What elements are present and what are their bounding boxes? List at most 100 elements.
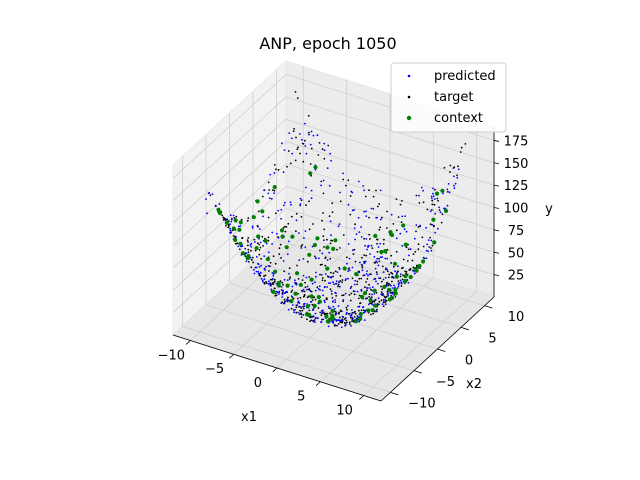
- predicted-point: [286, 253, 289, 256]
- predicted-point: [262, 215, 264, 218]
- target-point: [437, 199, 439, 202]
- predicted-point: [337, 305, 340, 308]
- target-point: [314, 298, 317, 301]
- predicted-point: [342, 316, 345, 318]
- predicted-point: [323, 239, 325, 242]
- gridline-x1: [190, 66, 304, 341]
- predicted-point: [283, 149, 286, 152]
- target-point: [223, 217, 226, 220]
- target-point: [323, 312, 326, 315]
- predicted-point: [357, 216, 360, 219]
- y-tick-mark: [493, 162, 500, 165]
- y-tick-label: 50: [508, 246, 525, 261]
- target-point: [309, 320, 311, 323]
- target-point: [267, 236, 270, 239]
- context-point: [272, 185, 277, 190]
- target-point: [352, 253, 355, 256]
- predicted-point: [400, 273, 402, 276]
- predicted-point: [363, 319, 366, 321]
- target-point: [267, 181, 270, 184]
- y-tick-mark: [493, 229, 500, 232]
- x2-tick-mark: [460, 326, 469, 331]
- context-point: [434, 191, 440, 196]
- predicted-point: [367, 274, 369, 277]
- context-point: [370, 308, 375, 313]
- predicted-point: [305, 186, 307, 189]
- predicted-point: [280, 286, 283, 288]
- target-point: [368, 216, 370, 219]
- predicted-point: [345, 278, 347, 280]
- target-point: [345, 184, 347, 187]
- predicted-point: [303, 302, 306, 305]
- predicted-point: [290, 203, 292, 206]
- predicted-point: [400, 281, 403, 284]
- predicted-point: [292, 304, 294, 306]
- predicted-point: [353, 227, 356, 230]
- target-point: [411, 259, 414, 262]
- y-tick-mark: [493, 140, 500, 142]
- context-point: [368, 298, 373, 303]
- gridline-y: [172, 185, 495, 291]
- predicted-point: [347, 277, 349, 280]
- target-point: [378, 257, 380, 260]
- target-point: [269, 261, 272, 264]
- predicted-point: [338, 285, 341, 288]
- predicted-point: [335, 280, 338, 282]
- target-point: [299, 296, 302, 299]
- context-point: [231, 226, 236, 231]
- target-point: [300, 313, 303, 316]
- context-point: [408, 274, 413, 280]
- context-point: [295, 271, 300, 276]
- predicted-point: [302, 142, 305, 145]
- y-tick-mark: [493, 184, 500, 187]
- target-point: [284, 300, 286, 303]
- gridline-x2: [181, 156, 391, 393]
- predicted-point: [377, 246, 380, 248]
- predicted-point: [378, 260, 381, 263]
- target-point: [289, 276, 291, 279]
- predicted-point: [316, 317, 319, 320]
- predicted-point: [365, 210, 367, 213]
- predicted-point: [311, 245, 314, 248]
- target-point: [277, 168, 280, 171]
- target-point: [417, 225, 420, 228]
- context-point: [224, 220, 229, 225]
- target-point: [388, 273, 391, 276]
- target-point: [372, 195, 375, 198]
- target-point: [300, 199, 303, 202]
- predicted-point: [353, 283, 356, 286]
- context-point: [316, 295, 321, 300]
- predicted-point: [360, 288, 363, 291]
- target-point: [257, 210, 260, 213]
- target-point: [349, 195, 352, 197]
- context-point: [393, 291, 398, 296]
- x1-tick-label: −10: [158, 348, 185, 363]
- predicted-point: [351, 318, 354, 321]
- target-point: [418, 202, 421, 204]
- predicted-point: [352, 249, 354, 252]
- target-point: [262, 245, 264, 247]
- target-point: [296, 97, 299, 99]
- context-point: [372, 288, 377, 293]
- target-point: [433, 225, 435, 228]
- predicted-point: [269, 173, 272, 176]
- target-point: [399, 203, 402, 206]
- predicted-point: [377, 282, 379, 285]
- target-point: [241, 237, 243, 240]
- predicted-point: [446, 204, 449, 207]
- target-point: [297, 146, 299, 149]
- target-point: [358, 309, 360, 312]
- predicted-point: [330, 234, 332, 237]
- context-point: [432, 240, 437, 245]
- target-point: [240, 218, 243, 221]
- predicted-point: [360, 263, 363, 266]
- x2-tick-mark: [390, 391, 399, 396]
- predicted-point: [344, 324, 347, 327]
- predicted-point: [304, 122, 306, 125]
- predicted-point: [229, 214, 232, 217]
- context-point: [366, 308, 371, 313]
- predicted-point: [422, 189, 424, 192]
- target-point: [361, 266, 364, 269]
- target-point: [288, 267, 291, 270]
